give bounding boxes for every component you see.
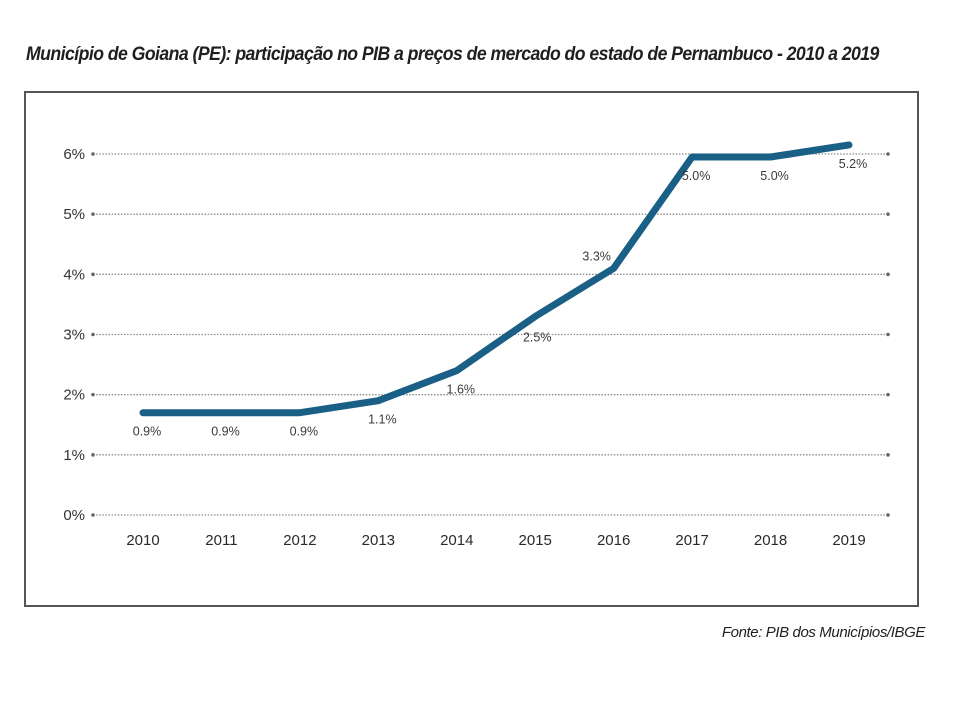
gridlines bbox=[91, 152, 890, 517]
x-tick-label: 2016 bbox=[597, 532, 630, 549]
x-tick-label: 2015 bbox=[519, 532, 552, 549]
data-label: 0.9% bbox=[211, 425, 240, 439]
x-tick-label: 2014 bbox=[440, 532, 473, 549]
chart-frame bbox=[24, 91, 919, 607]
gridline-start-dot bbox=[91, 392, 95, 397]
x-tick-label: 2011 bbox=[205, 532, 237, 549]
y-tick-label: 6% bbox=[63, 146, 85, 163]
gridline-end-dot bbox=[886, 272, 890, 277]
series-line bbox=[139, 141, 853, 417]
x-tick-label: 2019 bbox=[832, 532, 865, 549]
y-tick-label: 4% bbox=[63, 266, 85, 283]
data-label: 5.2% bbox=[839, 157, 868, 171]
x-tick-label: 2018 bbox=[754, 532, 787, 549]
data-labels: 0.9% 0.9% 0.9% 1.1% 1.6% 2.5% 3.3% 5.0% 5.0% 5.2% bbox=[133, 157, 868, 439]
y-axis-ticks: 0% 1% 2% 3% 4% 5% 6% bbox=[63, 146, 85, 524]
gridline-start-dot bbox=[91, 212, 95, 216]
x-axis-ticks: 2010 2011 2012 2013 2014 2015 2016 2017 2018 2019 bbox=[126, 532, 865, 549]
gridline-end-dot bbox=[886, 332, 890, 337]
gridline-start-dot bbox=[91, 513, 95, 517]
series-line-layer bbox=[139, 141, 853, 417]
gridline-end-dot bbox=[886, 513, 890, 517]
y-tick-label: 2% bbox=[63, 387, 85, 404]
data-label: 1.6% bbox=[447, 383, 476, 397]
gridline-start-dot bbox=[91, 272, 95, 277]
gridline-start-dot bbox=[91, 332, 95, 337]
data-label: 2.5% bbox=[523, 330, 552, 344]
y-tick-label: 1% bbox=[63, 447, 85, 464]
chart-title: Município de Goiana (PE): participação n… bbox=[26, 44, 879, 65]
gridline-end-dot bbox=[886, 212, 890, 216]
gridline-end-dot bbox=[886, 453, 890, 457]
data-label: 0.9% bbox=[290, 425, 319, 439]
x-tick-label: 2010 bbox=[126, 532, 159, 549]
y-tick-label: 3% bbox=[63, 327, 85, 344]
data-label: 0.9% bbox=[133, 425, 162, 439]
data-label: 5.0% bbox=[760, 169, 789, 183]
source-note: Fonte: PIB dos Municípios/IBGE bbox=[721, 624, 926, 641]
y-tick-label: 5% bbox=[63, 206, 85, 223]
x-tick-label: 2013 bbox=[362, 532, 395, 549]
gridline-end-dot bbox=[886, 392, 890, 397]
y-tick-label: 0% bbox=[63, 507, 85, 524]
x-tick-label: 2017 bbox=[675, 532, 708, 549]
gridline-start-dot bbox=[91, 152, 95, 156]
gridline-start-dot bbox=[91, 453, 95, 457]
data-label: 1.1% bbox=[368, 413, 397, 427]
data-label: 5.0% bbox=[682, 169, 711, 183]
gridline-end-dot bbox=[886, 152, 890, 156]
data-label: 3.3% bbox=[582, 249, 611, 263]
x-tick-label: 2012 bbox=[283, 532, 316, 549]
